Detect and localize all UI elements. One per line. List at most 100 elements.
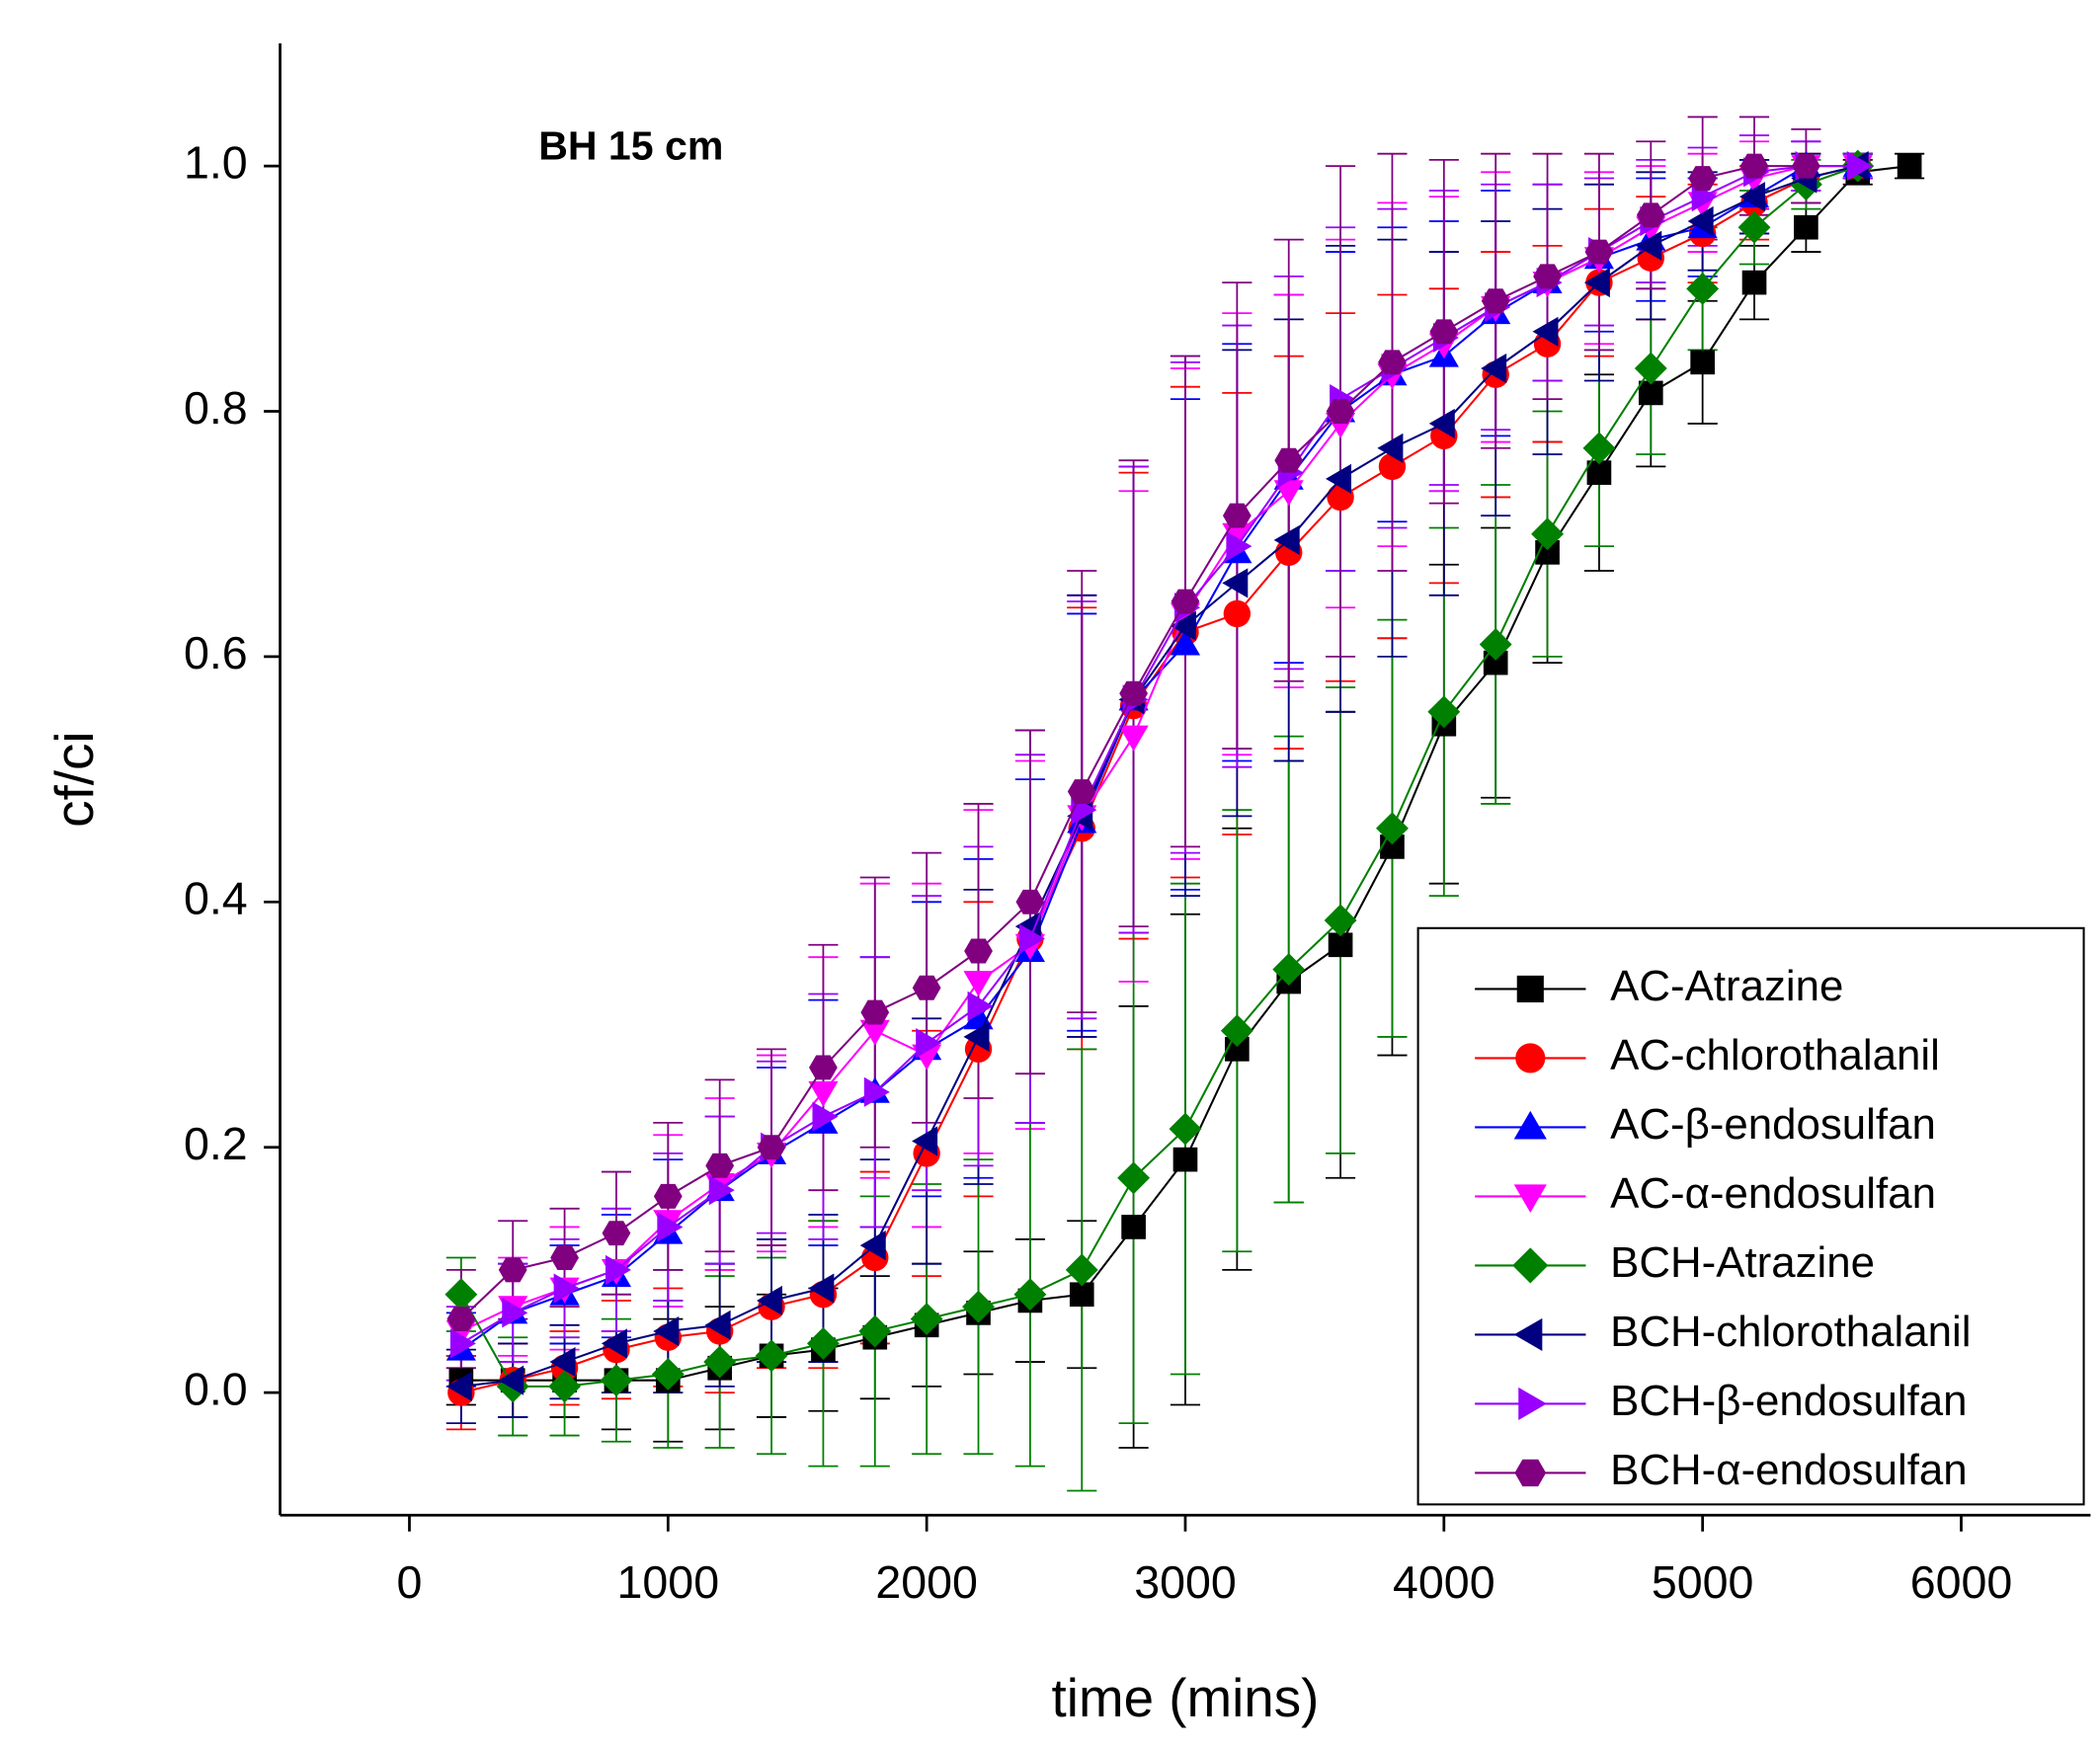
- y-tick-label: 1.0: [184, 136, 248, 188]
- marker: [1636, 202, 1665, 228]
- legend-marker: [1514, 1459, 1547, 1487]
- marker: [1634, 352, 1667, 385]
- marker: [1226, 531, 1252, 562]
- marker: [1427, 695, 1461, 729]
- marker: [1739, 153, 1769, 179]
- marker: [1378, 350, 1407, 375]
- x-tick-label: 3000: [1134, 1556, 1237, 1608]
- marker: [549, 1346, 576, 1378]
- marker: [449, 1328, 476, 1359]
- marker: [445, 1371, 472, 1401]
- series-line: [460, 165, 1858, 1345]
- marker: [859, 1019, 890, 1046]
- marker: [963, 971, 994, 997]
- marker: [705, 1152, 735, 1178]
- marker: [602, 1221, 631, 1246]
- legend-label: AC-β-endosulfan: [1610, 1100, 1936, 1149]
- marker: [964, 938, 993, 964]
- marker: [502, 1298, 528, 1328]
- marker: [1222, 568, 1249, 598]
- marker: [859, 1230, 886, 1261]
- y-tick-label: 0.6: [184, 627, 248, 678]
- marker: [1582, 432, 1616, 465]
- legend-label: AC-chlorothalanil: [1610, 1031, 1940, 1079]
- marker: [1792, 153, 1820, 179]
- marker: [912, 1126, 938, 1156]
- marker: [1897, 153, 1922, 179]
- marker: [863, 1076, 890, 1107]
- marker: [1169, 1112, 1202, 1146]
- marker: [1481, 353, 1507, 384]
- marker: [809, 1055, 838, 1080]
- legend-label: AC-α-endosulfan: [1610, 1169, 1936, 1218]
- marker: [553, 1273, 580, 1304]
- marker: [1220, 1014, 1253, 1048]
- y-tick-label: 0.4: [184, 873, 248, 924]
- legend-marker: [1513, 1317, 1543, 1352]
- legend-box: [1416, 926, 2085, 1506]
- marker: [1018, 923, 1045, 954]
- series-line: [460, 165, 1858, 1351]
- series-line: [460, 165, 1858, 1332]
- legend-marker: [1513, 1110, 1547, 1140]
- marker: [1741, 270, 1767, 295]
- x-tick-label: 2000: [875, 1556, 978, 1608]
- marker: [1326, 463, 1352, 494]
- y-tick-label: 0.2: [184, 1118, 248, 1169]
- marker: [1118, 725, 1149, 752]
- marker: [808, 1273, 835, 1304]
- marker: [1273, 480, 1304, 507]
- marker: [1015, 889, 1045, 914]
- marker: [910, 1303, 943, 1336]
- marker: [704, 1310, 731, 1340]
- legend-label: BCH-α-endosulfan: [1610, 1446, 1968, 1494]
- legend-label: BCH-Atrazine: [1610, 1238, 1875, 1287]
- y-tick-label: 0.8: [184, 382, 248, 434]
- series-line: [459, 165, 1859, 1388]
- marker: [1377, 433, 1404, 463]
- marker: [1013, 1278, 1047, 1311]
- marker: [1738, 182, 1765, 212]
- marker: [1223, 599, 1252, 628]
- marker: [806, 1326, 840, 1360]
- marker: [446, 1307, 476, 1332]
- marker: [916, 1028, 942, 1059]
- marker: [708, 1175, 735, 1206]
- marker: [756, 1285, 783, 1316]
- marker: [1846, 151, 1873, 182]
- x-tick-label: 1000: [617, 1556, 720, 1608]
- marker: [967, 991, 994, 1021]
- marker: [1170, 610, 1196, 641]
- series-line: [460, 165, 1858, 1394]
- marker: [653, 1183, 683, 1209]
- marker: [1119, 680, 1149, 706]
- legend-marker: [1516, 975, 1544, 1002]
- marker: [1686, 272, 1720, 305]
- series-line: [460, 165, 1858, 1388]
- x-tick-label: 5000: [1652, 1556, 1754, 1608]
- marker: [1690, 350, 1715, 375]
- legend-marker: [1518, 1387, 1547, 1421]
- marker: [1532, 316, 1559, 347]
- x-tick-label: 0: [397, 1556, 423, 1608]
- legend-marker: [1513, 1184, 1547, 1214]
- marker: [1222, 503, 1252, 528]
- plot-area: [444, 116, 1925, 1492]
- legend-label: AC-Atrazine: [1610, 962, 1843, 1010]
- marker: [1171, 589, 1200, 614]
- marker: [912, 975, 941, 1000]
- x-tick-label: 6000: [1910, 1556, 2013, 1608]
- marker: [1737, 210, 1771, 244]
- marker: [1533, 264, 1562, 289]
- legend-label: BCH-β-endosulfan: [1610, 1377, 1967, 1425]
- marker: [1583, 268, 1610, 298]
- x-axis-label: time (mins): [1052, 1667, 1320, 1728]
- marker: [1428, 408, 1455, 439]
- marker: [1586, 460, 1612, 485]
- annotation: BH 15 cm: [538, 123, 723, 169]
- marker: [1687, 205, 1714, 237]
- marker: [755, 1339, 788, 1373]
- x-tick-label: 4000: [1393, 1556, 1495, 1608]
